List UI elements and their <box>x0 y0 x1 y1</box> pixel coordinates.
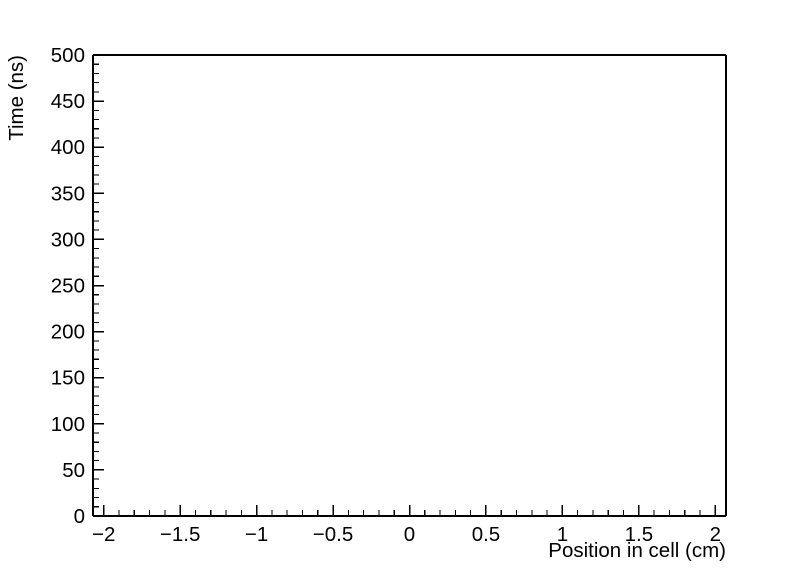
x-tick-label: 1.5 <box>625 523 654 546</box>
x-axis-minor-ticks <box>118 510 701 516</box>
y-tick-label: 50 <box>62 459 85 482</box>
y-tick-label: 500 <box>51 44 85 67</box>
x-axis-title: Position in cell (cm) <box>548 539 726 562</box>
y-tick-label: 450 <box>51 90 85 113</box>
y-axis-major-ticks <box>93 54 104 517</box>
y-tick-label: 400 <box>51 136 85 159</box>
x-tick-label: −1 <box>245 523 268 546</box>
y-axis-minor-ticks <box>93 63 99 508</box>
y-tick-label: 0 <box>74 505 85 528</box>
y-tick-label: 300 <box>51 228 85 251</box>
x-tick-label: −2 <box>92 523 115 546</box>
y-axis-tick-labels: 0 50 100 150 200 250 300 350 400 450 500 <box>51 44 85 528</box>
x-axis-major-ticks <box>102 505 717 516</box>
y-tick-label: 150 <box>51 367 85 390</box>
x-tick-label: 1 <box>557 523 568 546</box>
x-tick-label: 2 <box>710 523 721 546</box>
x-tick-label: 0.5 <box>472 523 501 546</box>
x-tick-label: −1.5 <box>160 523 200 546</box>
y-tick-label: 200 <box>51 321 85 344</box>
x-axis-tick-labels: −2 −1.5 −1 −0.5 0 0.5 1 1.5 2 <box>92 523 721 546</box>
y-tick-label: 350 <box>51 182 85 205</box>
y-tick-label: 100 <box>51 413 85 436</box>
x-tick-label: −0.5 <box>313 523 353 546</box>
x-tick-label: 0 <box>404 523 415 546</box>
plot-area-background <box>93 55 726 516</box>
y-tick-label: 250 <box>51 275 85 298</box>
y-axis-title: Time (ns) <box>5 55 28 141</box>
